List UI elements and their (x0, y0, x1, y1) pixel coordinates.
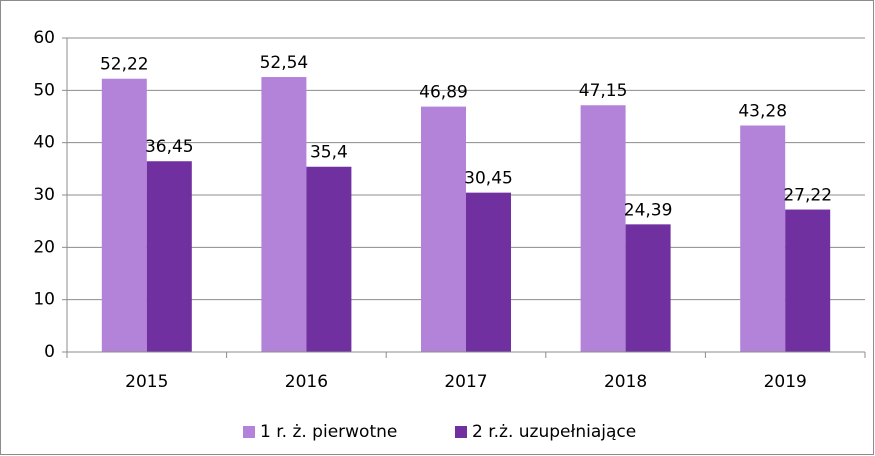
y-tick-label: 60 (33, 28, 55, 48)
y-tick-label: 30 (33, 185, 55, 205)
x-tick-label: 2015 (125, 372, 168, 392)
bar (306, 166, 352, 352)
data-label: 52,54 (260, 53, 309, 73)
bar (625, 224, 671, 352)
bar (740, 125, 786, 352)
legend-swatch (243, 426, 255, 438)
y-tick-label: 0 (44, 342, 55, 362)
bar (466, 192, 511, 352)
bar (146, 161, 192, 352)
y-tick-label: 40 (33, 133, 55, 153)
data-label: 35,4 (310, 143, 348, 163)
x-tick-label: 2019 (764, 372, 807, 392)
data-label: 43,28 (738, 102, 787, 122)
legend-label: 1 r. ż. pierwotne (260, 422, 397, 442)
y-tick-label: 10 (33, 290, 55, 310)
data-label: 27,22 (783, 186, 832, 206)
bar (101, 78, 147, 352)
y-tick-label: 50 (33, 80, 55, 100)
data-label: 24,39 (624, 200, 673, 220)
data-label: 52,22 (100, 55, 149, 75)
legend-label: 2 r.ż. uzupełniające (472, 422, 636, 442)
legend-swatch (455, 426, 467, 438)
bar (785, 209, 831, 352)
data-label: 46,89 (419, 83, 468, 103)
x-tick-label: 2017 (444, 372, 487, 392)
data-label: 36,45 (145, 137, 194, 157)
data-label: 30,45 (464, 169, 513, 189)
data-label: 47,15 (579, 81, 628, 101)
bar (580, 105, 626, 352)
x-tick-label: 2018 (604, 372, 647, 392)
y-tick-label: 20 (33, 237, 55, 257)
bar (261, 77, 307, 353)
x-tick-label: 2016 (285, 372, 328, 392)
bar (421, 106, 466, 352)
